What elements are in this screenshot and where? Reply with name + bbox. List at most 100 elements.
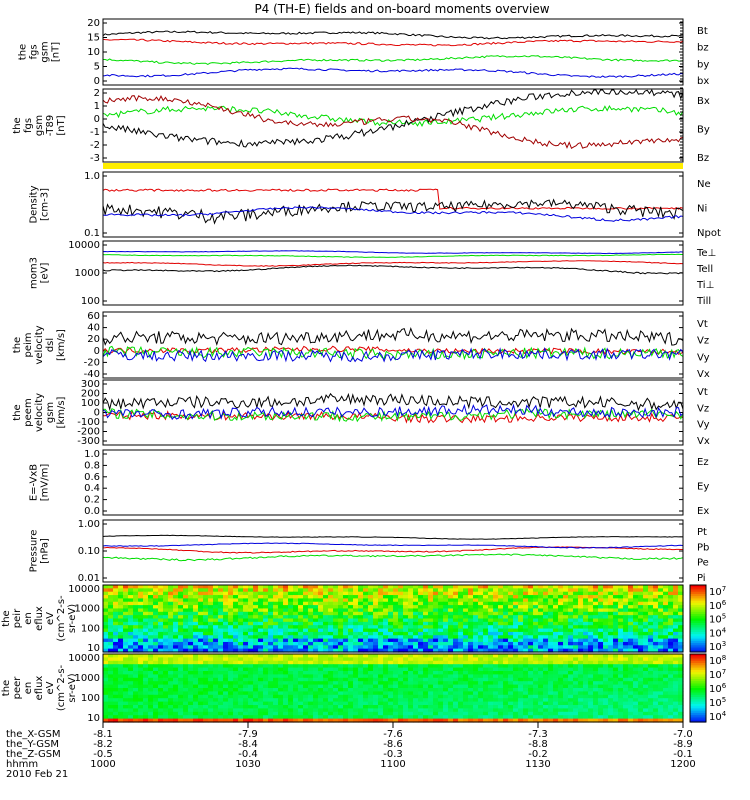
spectrogram-cell: [363, 598, 369, 603]
spectrogram-cell: [158, 715, 164, 720]
spectrogram-cell: [198, 657, 204, 662]
spectrogram-cell: [343, 611, 349, 616]
spectrogram-cell: [483, 618, 489, 623]
spectrogram-cell: [338, 611, 344, 616]
spectrogram-cell: [118, 698, 124, 703]
spectrogram-cell: [118, 621, 124, 626]
spectrogram-cell: [133, 691, 139, 696]
spectrogram-cell: [558, 715, 564, 720]
spectrogram-cell: [368, 694, 374, 699]
spectrogram-cell: [203, 635, 209, 640]
spectrogram-cell: [553, 671, 559, 675]
colorbar-band: [690, 708, 706, 712]
spectrogram-cell: [598, 694, 604, 699]
spectrogram-cell: [313, 654, 319, 658]
spectrogram-cell: [423, 635, 429, 640]
spectrogram-cell: [183, 691, 189, 696]
spectrogram-cell: [228, 638, 234, 643]
spectrogram-cell: [278, 638, 284, 643]
spectrogram-cell: [103, 608, 109, 613]
spectrogram-cell: [673, 625, 679, 630]
spectrogram-cell: [633, 648, 639, 653]
spectrogram-cell: [323, 591, 329, 596]
spectrogram-cell: [423, 601, 429, 606]
spectrogram-cell: [383, 694, 389, 699]
colorbar-frame: [689, 653, 707, 723]
spectrogram-cell: [168, 591, 174, 596]
spectrogram-cell: [498, 628, 504, 633]
spectrogram-cell: [118, 635, 124, 640]
spectrogram-cell: [453, 681, 459, 686]
spectrogram-cell: [118, 598, 124, 603]
spectrogram-cell: [483, 671, 489, 675]
spectrogram-cell: [168, 638, 174, 643]
spectrogram-cell: [173, 657, 179, 662]
spectrogram-cell: [543, 641, 549, 646]
spectrogram-cell: [378, 674, 384, 679]
spectrogram-cell: [108, 671, 114, 675]
colorbar-band: [690, 627, 706, 631]
spectrogram-cell: [218, 698, 224, 703]
spectrogram-cell: [168, 611, 174, 616]
spectrogram-cell: [103, 715, 109, 720]
legend-entry: Ti⊥: [696, 280, 714, 291]
spectrogram-cell: [178, 671, 184, 675]
spectrogram-cell: [478, 674, 484, 679]
spectrogram-cell: [508, 648, 514, 653]
spectrogram-cell: [468, 701, 474, 706]
spectrogram-cell: [258, 708, 264, 713]
spectrogram-cell: [428, 601, 434, 606]
spectrogram-cell: [593, 635, 599, 640]
spectrogram-cell: [588, 671, 594, 675]
spectrogram-cell: [518, 681, 524, 686]
spectrogram-cell: [348, 585, 354, 589]
spectrogram-cell: [508, 631, 514, 636]
spectrogram-cell: [228, 698, 234, 703]
spectrogram-cell: [278, 605, 284, 610]
spectrogram-cell: [523, 718, 529, 723]
spectrogram-cell: [113, 701, 119, 706]
spectrogram-cell: [673, 601, 679, 606]
spectrogram-cell: [663, 618, 669, 623]
spectrogram-cell: [348, 698, 354, 703]
spectrogram-cell: [303, 595, 309, 599]
spectrogram-cell: [148, 681, 154, 686]
spectrogram-cell: [453, 598, 459, 603]
spectrogram-cell: [383, 591, 389, 596]
spectrogram-cell: [438, 641, 444, 646]
spectrogram-cell: [283, 611, 289, 616]
spectrogram-cell: [558, 631, 564, 636]
spectrogram-cell: [643, 654, 649, 658]
y-tick-label: 0.0: [84, 506, 100, 517]
spectrogram-cell: [498, 654, 504, 658]
spectrogram-cell: [423, 677, 429, 682]
spectrogram-cell: [553, 660, 559, 665]
spectrogram-cell: [213, 605, 219, 610]
spectrogram-cell: [243, 674, 249, 679]
spectrogram-cell: [343, 667, 349, 672]
colorbar-tick-label: 103: [709, 640, 726, 653]
spectrogram-cell: [583, 705, 589, 709]
spectrogram-cell: [443, 664, 449, 669]
spectrogram-cell: [598, 588, 604, 593]
spectrogram-cell: [243, 708, 249, 713]
spectrogram-cell: [183, 598, 189, 603]
spectrogram-cell: [278, 648, 284, 653]
spectrogram-cell: [148, 684, 154, 689]
spectrogram-cell: [328, 641, 334, 646]
spectrogram-cell: [478, 615, 484, 620]
spectrogram-cell: [418, 698, 424, 703]
spectrogram-cell: [213, 598, 219, 603]
spectrogram-cell: [488, 645, 494, 650]
spectrogram-cell: [623, 611, 629, 616]
spectrogram-cell: [503, 638, 509, 643]
spectrogram-cell: [473, 618, 479, 623]
spectrogram-cell: [638, 605, 644, 610]
spectrogram-cell: [643, 657, 649, 662]
spectrogram-cell: [293, 677, 299, 682]
y-axis-label-line: the: [12, 337, 23, 353]
spectrogram-cell: [493, 674, 499, 679]
spectrogram-cell: [563, 618, 569, 623]
spectrogram-cell: [643, 595, 649, 599]
spectrogram-cell: [198, 705, 204, 709]
